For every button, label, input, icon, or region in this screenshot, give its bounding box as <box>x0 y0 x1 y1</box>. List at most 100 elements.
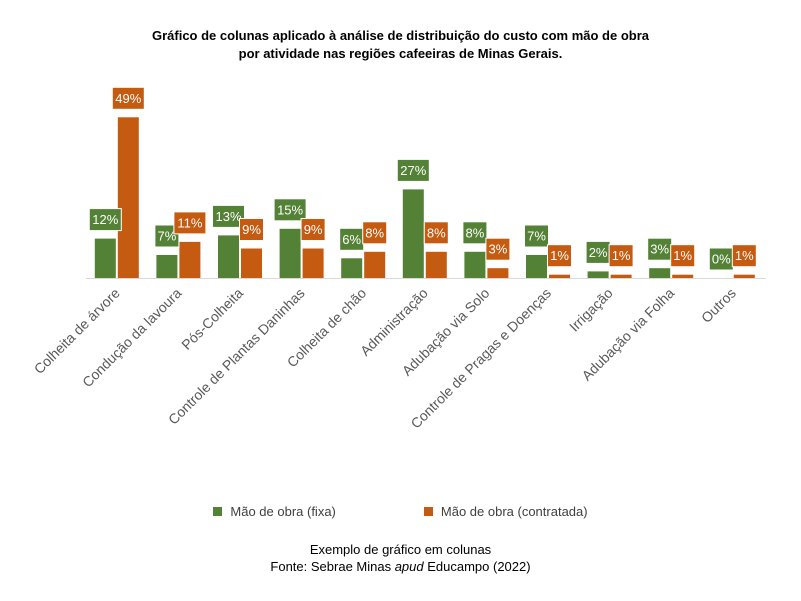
bar-contratada-controle-de-plantas-daninhas <box>302 248 324 278</box>
data-label-box <box>670 244 696 268</box>
data-label-contratada-irrigacao: 1% <box>608 244 634 268</box>
data-label-box <box>396 158 430 182</box>
data-label-fixa-colheita-de-arvore: 12% <box>88 208 122 232</box>
bar-chart: 12%49%7%11% 13%9%15%9%6% 8%27%8% 8%3%7%1% 2%… <box>31 86 766 432</box>
caption-line-2: Fonte: Sebrae Minas apud Educampo (2022) <box>0 558 801 575</box>
data-label-contratada-colheita-de-chao: 8% <box>362 221 388 245</box>
chart-title-line-2: por atividade nas regiões cafeeiras de M… <box>238 46 563 61</box>
data-label-fixa-controle-de-pragas-e-doencas: 7% <box>524 224 549 248</box>
bar-fixa-conducao-da-lavoura <box>156 255 178 278</box>
data-label-text: 49% <box>115 91 141 106</box>
data-labels-group: 12%49%7%11% 13%9%15%9%6% 8%27%8% 8%3%7%1% 2%… <box>88 86 757 271</box>
data-label-text: 8% <box>427 225 446 240</box>
data-label-text: 0% <box>712 252 731 267</box>
caption-source-italic: apud <box>394 559 424 574</box>
data-label-contratada-controle-de-plantas-daninhas: 9% <box>300 218 326 241</box>
data-label-fixa-outros: 0% <box>708 247 734 271</box>
chart-title-line-1: Gráfico de colunas aplicado à análise de… <box>151 28 649 43</box>
bar-fixa-adubacao-via-solo <box>464 251 486 278</box>
data-label-box <box>731 244 757 268</box>
bar-fixa-controle-de-pragas-e-doencas <box>526 255 547 278</box>
data-label-text: 3% <box>650 242 669 257</box>
data-label-contratada-controle-de-pragas-e-doencas: 1% <box>547 244 572 268</box>
data-label-fixa-pos-colheita: 13% <box>212 204 245 228</box>
data-label-box <box>300 218 326 241</box>
data-label-box <box>362 221 388 245</box>
data-label-box <box>547 244 572 268</box>
data-label-text: 13% <box>215 209 241 224</box>
data-label-text: 9% <box>242 222 261 237</box>
data-label-text: 1% <box>673 248 692 263</box>
legend-label-fixa: Mão de obra (fixa) <box>230 504 336 519</box>
data-label-contratada-conducao-da-lavoura: 11% <box>173 211 207 235</box>
data-label-contratada-adubacao-via-solo: 3% <box>485 237 511 261</box>
data-label-contratada-pos-colheita: 9% <box>239 218 264 241</box>
data-label-fixa-colheita-de-chao: 6% <box>339 227 365 251</box>
legend-label-contratada: Mão de obra (contratada) <box>440 504 588 519</box>
data-label-text: 1% <box>735 248 754 263</box>
data-label-box <box>485 237 511 261</box>
bar-fixa-administracao <box>402 189 424 278</box>
data-label-box <box>111 86 145 110</box>
data-label-fixa-controle-de-plantas-daninhas: 15% <box>273 198 307 222</box>
data-label-box <box>462 221 488 245</box>
data-label-box <box>273 198 307 222</box>
bar-contratada-colheita-de-arvore <box>117 117 139 278</box>
data-label-fixa-adubacao-via-folha: 3% <box>647 237 673 261</box>
bar-contratada-administracao <box>425 251 447 278</box>
data-label-fixa-irrigacao: 2% <box>585 240 611 264</box>
caption: Exemplo de gráfico em colunas Fonte: Seb… <box>0 541 801 575</box>
data-label-text: 15% <box>277 202 303 217</box>
data-label-box <box>239 218 264 241</box>
data-label-box <box>173 211 207 235</box>
data-label-box <box>423 221 449 245</box>
legend-swatch-contratada <box>423 507 433 516</box>
data-label-box <box>88 208 122 232</box>
chart-title: Gráfico de colunas aplicado à análise de… <box>0 27 801 63</box>
data-label-box <box>608 244 634 268</box>
bar-fixa-colheita-de-chao <box>341 258 363 278</box>
data-label-contratada-outros: 1% <box>731 244 757 268</box>
bar-fixa-pos-colheita <box>218 235 239 278</box>
data-label-fixa-administracao: 27% <box>396 158 430 182</box>
data-label-text: 8% <box>365 225 384 240</box>
caption-source-prefix: Fonte: Sebrae Minas <box>270 559 395 574</box>
bar-contratada-irrigacao <box>610 274 632 278</box>
data-label-text: 8% <box>466 225 485 240</box>
data-label-text: 1% <box>550 248 569 263</box>
bar-contratada-adubacao-via-folha <box>672 274 694 278</box>
bar-contratada-colheita-de-chao <box>364 251 386 278</box>
data-label-contratada-administracao: 8% <box>423 221 449 245</box>
caption-line-1: Exemplo de gráfico em colunas <box>309 542 492 557</box>
data-label-text: 3% <box>489 242 508 257</box>
legend-swatch-fixa <box>213 507 223 516</box>
data-label-fixa-conducao-da-lavoura: 7% <box>154 224 180 248</box>
category-label-irrigacao: Irrigação <box>566 285 616 335</box>
bar-contratada-outros <box>733 274 755 278</box>
data-label-text: 27% <box>400 163 426 178</box>
data-label-box <box>524 224 549 248</box>
data-label-text: 11% <box>177 215 202 230</box>
bars-group <box>94 117 755 278</box>
data-label-text: 12% <box>92 212 118 227</box>
data-label-box <box>212 204 245 228</box>
bar-fixa-irrigacao <box>587 271 609 278</box>
data-label-contratada-adubacao-via-folha: 1% <box>670 244 696 268</box>
data-label-text: 2% <box>589 245 608 260</box>
category-label-pos-colheita: Pós-Colheita <box>178 285 246 353</box>
bar-fixa-controle-de-plantas-daninhas <box>279 228 301 278</box>
bar-contratada-adubacao-via-solo <box>487 268 509 278</box>
bar-contratada-conducao-da-lavoura <box>179 241 201 278</box>
bar-fixa-adubacao-via-folha <box>649 268 671 278</box>
data-label-text: 1% <box>612 248 631 263</box>
bar-contratada-pos-colheita <box>241 248 262 278</box>
data-label-text: 7% <box>158 229 177 244</box>
legend-item-fixa: Mão de obra (fixa) <box>213 504 336 519</box>
bar-fixa-colheita-de-arvore <box>94 238 116 278</box>
data-label-text: 6% <box>342 232 361 247</box>
data-label-box <box>154 224 180 248</box>
data-label-text: 7% <box>527 229 546 244</box>
data-label-fixa-adubacao-via-solo: 8% <box>462 221 488 245</box>
category-label-outros: Outros <box>698 285 739 326</box>
